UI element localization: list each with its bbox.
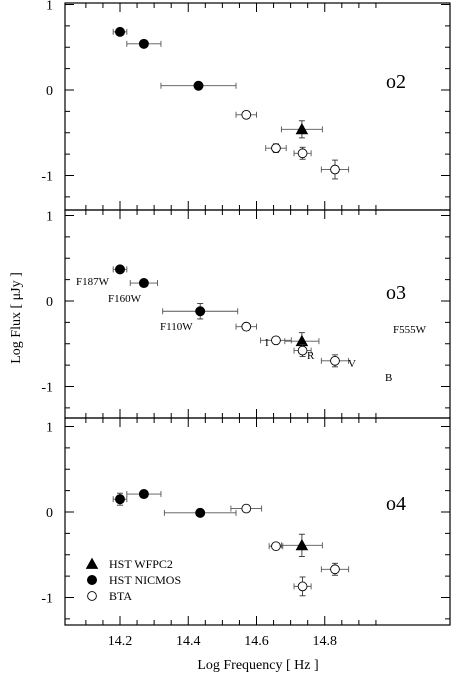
- panel-o4-y-tick-label: 1: [46, 421, 53, 436]
- legend-entry-label: HST NICMOS: [109, 573, 181, 587]
- x-tick-label: 14.8: [313, 634, 338, 649]
- panel-o2-point-open-circle: [330, 164, 340, 175]
- panel-o2-y-tick-label: 0: [46, 84, 53, 99]
- panel-o3-point-open-circle: [330, 356, 340, 366]
- panel-o3-point-open-circle: [297, 345, 308, 356]
- panel-o2-label: o2: [386, 71, 406, 93]
- panel-o4-point-open-circle: [241, 503, 252, 514]
- panel-o2-point-filled-circle: [138, 38, 149, 49]
- panel-o3-annotation-B: B: [385, 372, 392, 384]
- panel-o4-point-open-circle: [271, 541, 281, 552]
- panel-o3-annotation-F555W: F555W: [393, 324, 427, 336]
- panel-o3-point-open-circle: [241, 321, 252, 332]
- panel-o3-frame: [64, 209, 451, 419]
- panel-o2-y-tick-label: 1: [46, 0, 53, 14]
- panel-o3-y-tick-label: -1: [41, 381, 53, 396]
- panel-o4-point-open-circle: [297, 581, 308, 592]
- panel-o4-point-filled-circle: [115, 494, 126, 505]
- legend-entry-label: HST WFPC2: [109, 557, 173, 571]
- panel-o4-point-filled-triangle: [295, 538, 309, 551]
- panel-o4-point-open-circle: [330, 564, 340, 575]
- panel-o2-point-open-circle: [241, 109, 252, 120]
- x-tick-label: 14.2: [108, 634, 133, 649]
- legend-marker-filled-circle: [87, 575, 98, 586]
- panel-o2-point-filled-circle: [193, 80, 204, 91]
- legend-entry-label: BTA: [109, 589, 132, 603]
- panel-o3-point-filled-circle: [195, 306, 206, 317]
- x-axis-label: Log Frequency [ Hz ]: [197, 658, 318, 673]
- panel-o2-point-open-circle: [271, 143, 281, 153]
- y-axis-label: Log Flux [ μJy ]: [9, 272, 24, 364]
- panel-o2-point-filled-triangle: [295, 122, 309, 135]
- panel-o3-point-open-circle: [271, 335, 281, 346]
- panel-o3-point-filled-triangle: [295, 334, 309, 347]
- panel-o2-y-tick-label: -1: [41, 170, 53, 185]
- panel-o2-point-filled-circle: [115, 26, 126, 37]
- panel-o4-point-filled-circle: [195, 507, 206, 518]
- panel-o4-point-filled-circle: [138, 489, 149, 500]
- x-tick-label: 14.6: [244, 634, 269, 649]
- panel-o4-frame: [64, 417, 451, 626]
- legend-marker-filled-triangle: [85, 557, 99, 569]
- panel-o3-annotation-V: V: [348, 358, 356, 370]
- panel-o3-point-filled-circle: [115, 264, 126, 275]
- panel-o3-y-tick-label: 1: [46, 210, 53, 225]
- panel-o4-y-tick-label: -1: [41, 592, 53, 607]
- legend-marker-open-circle: [87, 591, 97, 601]
- panel-o3-annotation-F160W: F160W: [108, 293, 142, 305]
- panel-o3-annotation-F110W: F110W: [160, 321, 193, 333]
- panel-o3-point-filled-circle: [138, 278, 149, 289]
- panel-o4-label: o4: [386, 493, 406, 515]
- x-tick-label: 14.4: [176, 634, 201, 649]
- panel-o3-annotation-F187W: F187W: [76, 276, 110, 288]
- panel-o3-annotation-I: I: [265, 337, 269, 349]
- panel-o2-point-open-circle: [297, 148, 308, 159]
- panel-o3-annotation-R: R: [307, 350, 315, 362]
- panel-o3-label: o3: [386, 282, 406, 304]
- panel-o3-y-tick-label: 0: [46, 295, 53, 310]
- panel-o4-y-tick-label: 0: [46, 506, 53, 521]
